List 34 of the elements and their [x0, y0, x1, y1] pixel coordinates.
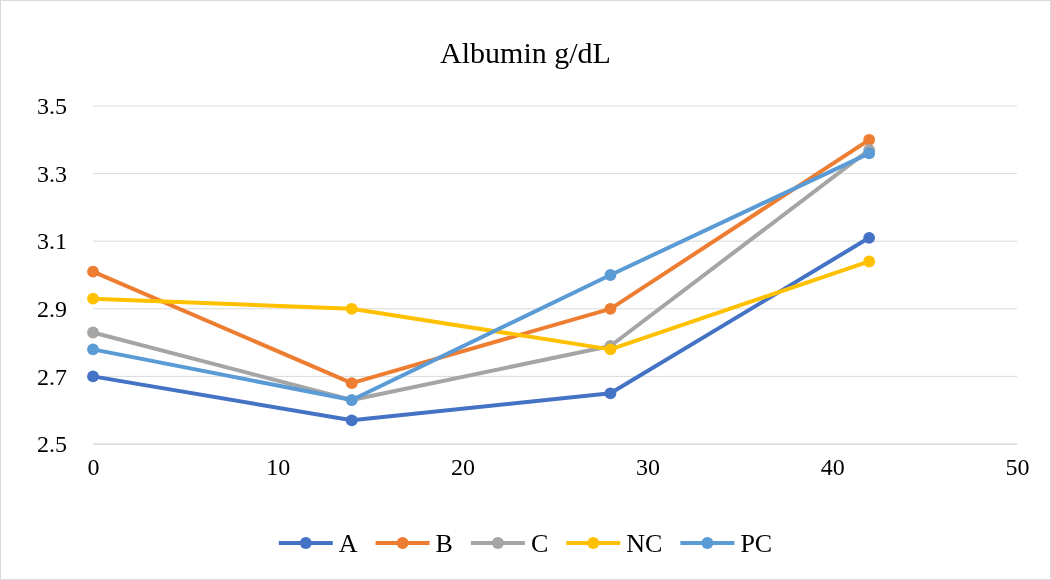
- point: [87, 265, 99, 278]
- point: [863, 255, 876, 268]
- point: [345, 377, 358, 390]
- x-tick-label: 30: [635, 454, 660, 481]
- y-tick-label: 3.1: [37, 228, 67, 255]
- chart-title: Albumin g/dL: [440, 36, 611, 69]
- point: [604, 269, 617, 281]
- legend-label: NC: [626, 529, 663, 558]
- legend-label: A: [338, 529, 358, 558]
- point: [87, 326, 99, 339]
- point: [87, 292, 99, 305]
- y-tick-label: 3.3: [37, 160, 67, 187]
- point: [604, 387, 617, 400]
- x-tick-label: 0: [87, 454, 100, 481]
- x-tick-label: 50: [1005, 454, 1030, 481]
- point: [604, 343, 617, 356]
- legend-label: C: [530, 529, 549, 558]
- x-tick-label: 10: [266, 454, 291, 481]
- point: [863, 147, 876, 160]
- y-tick-label: 2.7: [37, 363, 67, 390]
- legend-label: PC: [740, 529, 773, 558]
- point: [87, 343, 99, 356]
- x-tick-label: 20: [451, 454, 476, 481]
- point: [604, 302, 617, 315]
- y-tick-label: 2.5: [37, 431, 67, 458]
- point: [345, 302, 358, 315]
- point: [863, 133, 876, 146]
- point: [863, 231, 876, 244]
- legend-label: B: [435, 529, 453, 558]
- point: [87, 370, 99, 383]
- point: [345, 414, 358, 427]
- y-tick-label: 3.5: [37, 93, 67, 120]
- y-tick-label: 2.9: [37, 295, 67, 322]
- x-tick-label: 40: [820, 454, 845, 481]
